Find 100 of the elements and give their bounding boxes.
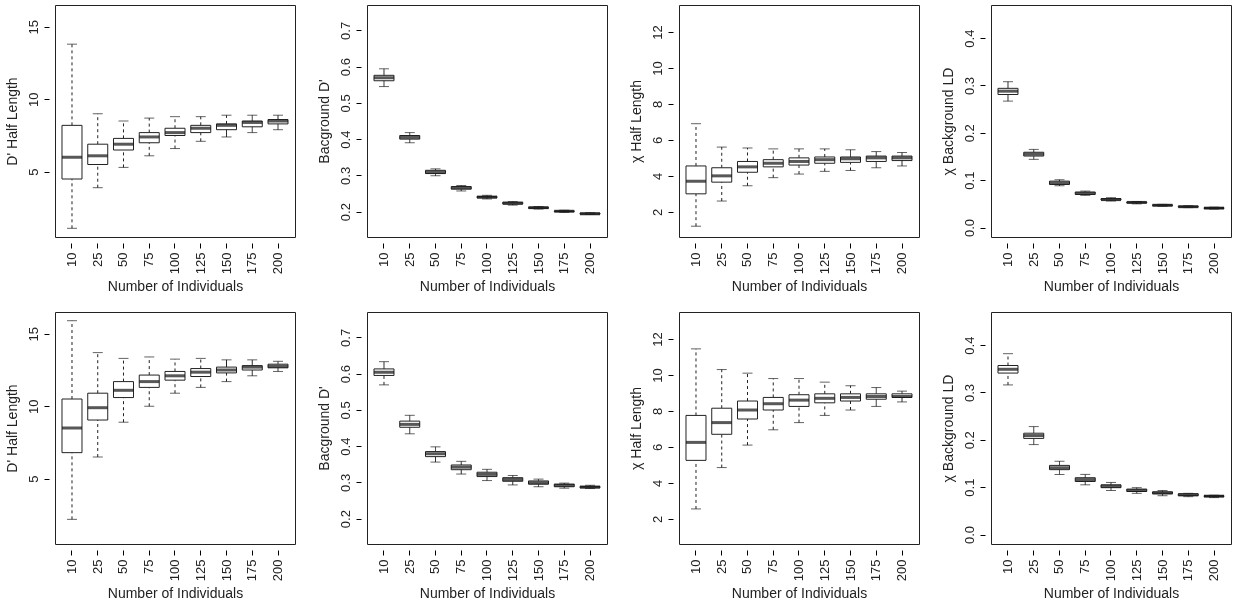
y-tick-label: 0.0 [961, 525, 977, 545]
x-tick-label: 125 [192, 559, 208, 582]
x-tick-label: 150 [842, 252, 858, 275]
y-tick-label: 0.1 [961, 478, 977, 497]
y-tick-label: 0.5 [337, 401, 353, 420]
x-tick-label: 25 [401, 252, 417, 267]
y-tick-label: 2 [649, 515, 665, 523]
x-axis-title: Number of Individuals [1043, 278, 1180, 295]
y-tick-label: 6 [649, 136, 665, 144]
y-axis-title: χ Background LD [939, 67, 956, 176]
x-tick-label: 50 [427, 559, 443, 574]
x-tick-label: 10 [376, 559, 391, 574]
x-tick-label: 100 [1103, 559, 1118, 582]
x-tick-label: 10 [688, 252, 703, 267]
y-axis-title: D' Half Length [3, 384, 20, 473]
x-tick-label: 175 [556, 252, 572, 275]
x-tick-label: 75 [141, 252, 157, 267]
x-tick-label: 75 [765, 559, 781, 574]
x-tick-label: 200 [894, 559, 909, 582]
x-tick-label: 50 [1051, 252, 1067, 267]
x-tick-label: 75 [453, 252, 469, 267]
y-tick-label: 12 [649, 25, 665, 40]
y-tick-label: 0.3 [337, 166, 353, 185]
y-axis-title: χ Half Length [627, 387, 644, 470]
y-tick-label: 0.3 [961, 383, 977, 403]
x-tick-label: 25 [713, 252, 729, 267]
y-tick-label: 2 [649, 208, 665, 216]
y-tick-label: 0.4 [961, 29, 977, 48]
y-axis-title: D' Half Length [3, 77, 20, 166]
x-axis-title: Number of Individuals [419, 585, 556, 602]
y-tick-label: 0.6 [337, 58, 353, 77]
y-axis-title: Bacground D' [315, 386, 332, 471]
y-tick-label: 0.1 [961, 171, 977, 190]
y-tick-label: 15 [25, 327, 41, 342]
x-axis-title: Number of Individuals [731, 278, 868, 295]
y-tick-label: 8 [649, 100, 665, 109]
x-tick-label: 50 [427, 252, 443, 267]
y-tick-label: 0.6 [337, 365, 353, 384]
y-tick-label: 0.3 [337, 473, 353, 492]
x-tick-label: 150 [842, 559, 858, 582]
x-tick-label: 100 [479, 252, 494, 275]
y-tick-label: 12 [649, 332, 665, 347]
y-tick-label: 0.3 [961, 76, 977, 96]
x-tick-label: 10 [688, 559, 703, 574]
x-tick-label: 200 [582, 252, 597, 275]
x-tick-label: 100 [167, 252, 182, 275]
x-tick-label: 10 [64, 559, 79, 574]
x-tick-label: 10 [64, 252, 79, 267]
x-tick-label: 125 [1128, 252, 1144, 275]
y-tick-label: 0.2 [337, 203, 353, 222]
y-tick-label: 8 [649, 407, 665, 416]
x-tick-label: 25 [713, 559, 729, 574]
x-tick-label: 175 [1180, 252, 1196, 275]
x-tick-label: 125 [192, 252, 208, 275]
y-tick-label: 0.2 [961, 431, 977, 450]
x-tick-label: 175 [556, 559, 572, 582]
y-tick-label: 0.2 [337, 510, 353, 529]
x-tick-label: 25 [1025, 559, 1041, 574]
x-tick-label: 175 [1180, 559, 1196, 582]
x-tick-label: 200 [1206, 252, 1221, 275]
y-tick-label: 5 [25, 475, 41, 483]
x-tick-label: 150 [530, 252, 546, 275]
x-tick-label: 75 [1077, 252, 1093, 267]
y-tick-label: 10 [25, 399, 41, 414]
x-tick-label: 50 [115, 252, 131, 267]
x-tick-label: 175 [244, 252, 260, 275]
x-tick-label: 50 [739, 252, 755, 267]
x-tick-label: 50 [115, 559, 131, 574]
x-tick-label: 50 [739, 559, 755, 574]
x-tick-label: 100 [479, 559, 494, 582]
x-tick-label: 100 [791, 252, 806, 275]
x-tick-label: 10 [1000, 252, 1015, 267]
x-tick-label: 75 [453, 559, 469, 574]
x-tick-label: 200 [270, 252, 285, 275]
y-axis-title: χ Background LD [939, 374, 956, 483]
y-tick-label: 4 [649, 479, 665, 487]
x-axis-title: Number of Individuals [1043, 585, 1180, 602]
x-tick-label: 175 [868, 252, 884, 275]
x-tick-label: 125 [816, 559, 832, 582]
y-axis-title: Bacground D' [315, 79, 332, 164]
x-tick-label: 75 [141, 559, 157, 574]
x-tick-label: 150 [1154, 559, 1170, 582]
x-tick-label: 25 [89, 559, 105, 574]
x-tick-label: 150 [218, 559, 234, 582]
y-tick-label: 0.0 [961, 218, 977, 238]
y-tick-label: 0.4 [961, 336, 977, 355]
x-axis-title: Number of Individuals [419, 278, 556, 295]
x-tick-label: 150 [530, 559, 546, 582]
x-tick-label: 75 [765, 252, 781, 267]
y-tick-label: 4 [649, 172, 665, 180]
x-tick-label: 200 [1206, 559, 1221, 582]
y-tick-label: 6 [649, 443, 665, 451]
x-tick-label: 75 [1077, 559, 1093, 574]
y-tick-label: 0.4 [337, 437, 353, 456]
y-tick-label: 10 [25, 92, 41, 107]
x-tick-label: 125 [1128, 559, 1144, 582]
y-tick-label: 0.2 [961, 124, 977, 143]
x-tick-label: 150 [218, 252, 234, 275]
x-tick-label: 150 [1154, 252, 1170, 275]
x-tick-label: 100 [1103, 252, 1118, 275]
